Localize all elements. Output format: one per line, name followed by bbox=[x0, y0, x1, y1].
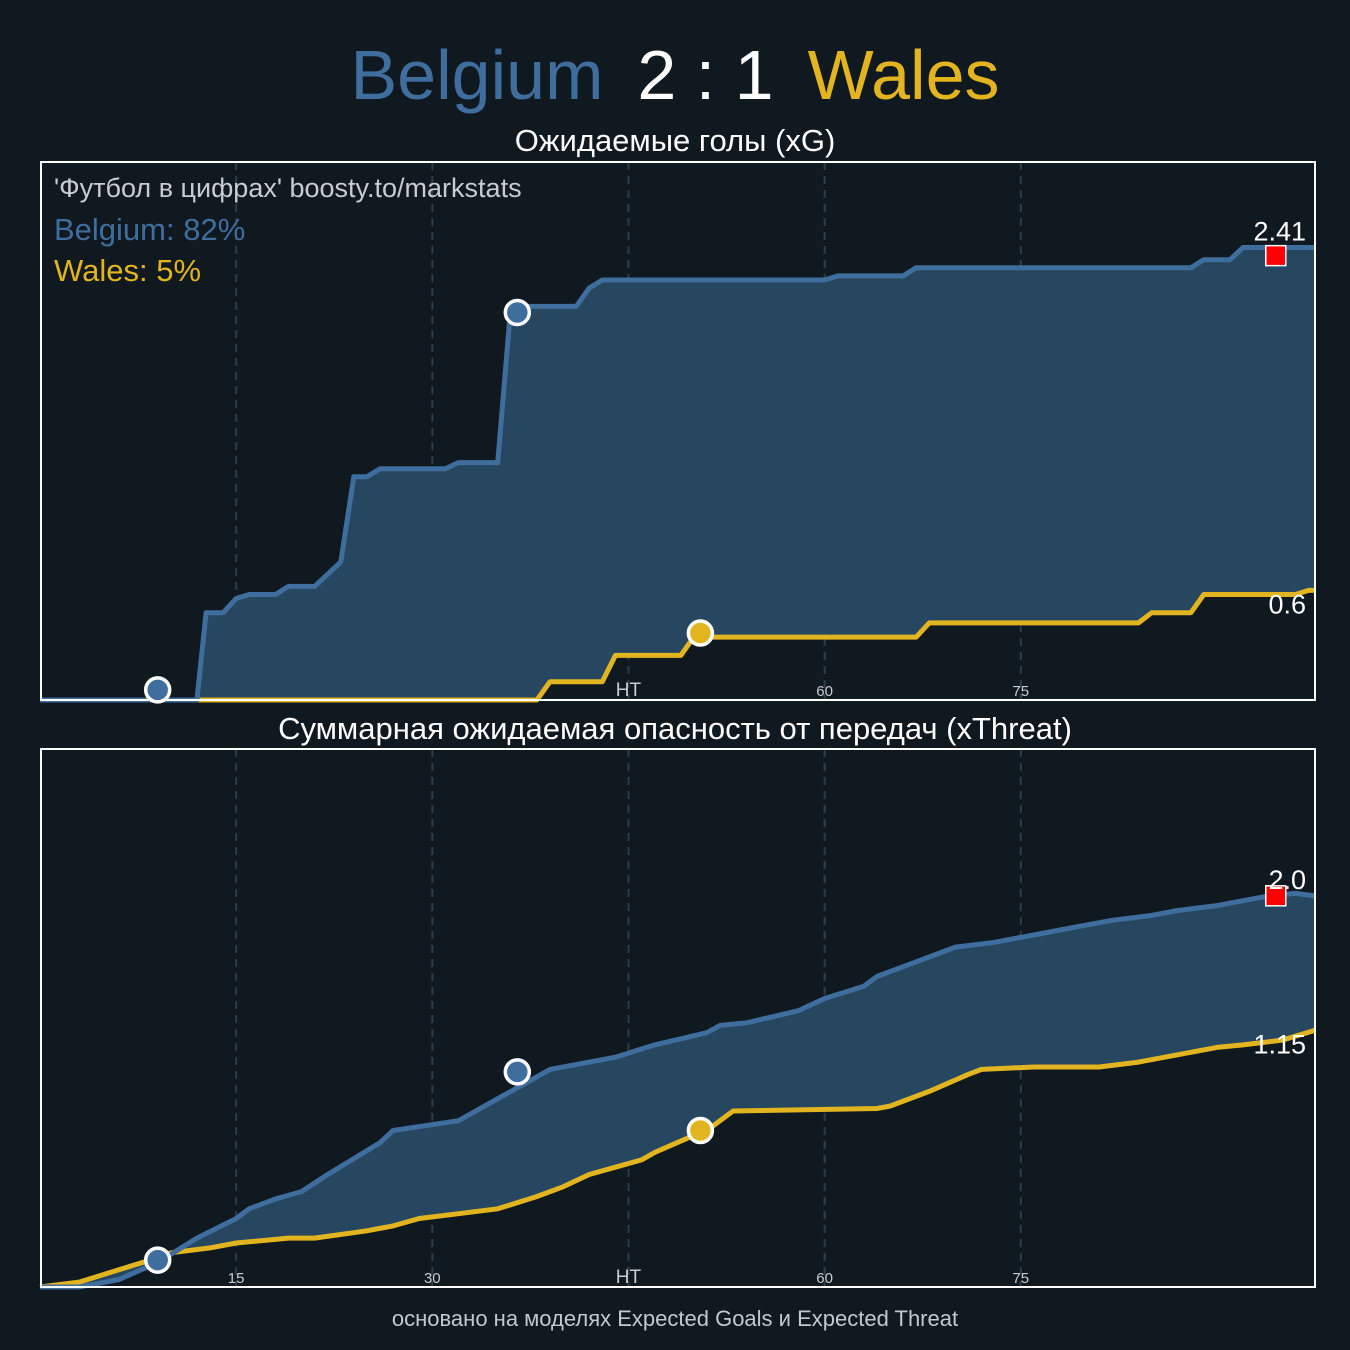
panel2-plot-frame bbox=[40, 748, 1316, 1288]
source-credit: 'Футбол в цифрах' boosty.to/markstats bbox=[54, 173, 522, 203]
panel2-x-tick-label: 15 bbox=[228, 1270, 245, 1287]
panel1-series-line-wales bbox=[40, 587, 1315, 703]
panel2-x-tick-label: 30 bbox=[424, 1270, 441, 1287]
away-team-name: Wales bbox=[807, 36, 1000, 114]
footer-note: основано на моделях Expected Goals и Exp… bbox=[391, 1306, 959, 1331]
panel2-x-tick-label: 75 bbox=[1012, 1270, 1029, 1287]
wales-win-probability: Wales: 5% bbox=[54, 253, 201, 288]
panel1-end-label-belgium: 2.41 bbox=[1253, 217, 1306, 247]
belgium-win-probability: Belgium: 82% bbox=[54, 212, 245, 247]
panel1-max-value-marker bbox=[1265, 244, 1287, 267]
panel1-series-line-belgium bbox=[40, 245, 1315, 703]
panel2-max-value-marker bbox=[1265, 885, 1287, 907]
panel2-series-line-wales bbox=[39, 1027, 1316, 1290]
match-score: 2 : 1 bbox=[637, 36, 774, 114]
home-team-name: Belgium bbox=[350, 36, 604, 114]
panel2-end-label-belgium: 2.0 bbox=[1268, 865, 1306, 895]
panel1-plot-frame bbox=[40, 161, 1316, 701]
panel2-x-tick-label: 60 bbox=[816, 1270, 833, 1287]
panel1-end-label-wales: 0.6 bbox=[1268, 589, 1306, 619]
panel1-x-tick-label: 75 bbox=[1012, 683, 1029, 700]
panel1-chart-title: Ожидаемые голы (xG) bbox=[515, 123, 836, 158]
panel2-goal-marker-belgium bbox=[503, 1058, 532, 1086]
panel2-x-tick-label: HT bbox=[616, 1267, 642, 1288]
panel1-goal-marker-belgium bbox=[143, 676, 172, 704]
panel2-goal-marker-wales bbox=[686, 1116, 715, 1145]
panel2-goal-marker-belgium bbox=[143, 1246, 172, 1274]
match-header: Belgium 2 : 1 Wales bbox=[0, 30, 1350, 120]
panel2-chart-title: Суммарная ожидаемая опасность от передач… bbox=[278, 711, 1072, 746]
panel1-x-tick-label: 60 bbox=[816, 683, 833, 700]
panel2-difference-area bbox=[40, 893, 1315, 1287]
panel1-goal-marker-wales bbox=[686, 619, 715, 647]
panel1-difference-area bbox=[40, 247, 1315, 700]
panel1-goal-marker-belgium bbox=[503, 298, 532, 327]
panel2-end-label-wales: 1.15 bbox=[1253, 1029, 1306, 1059]
panel2-series-line-belgium bbox=[40, 890, 1316, 1290]
panel1-x-tick-label: HT bbox=[616, 680, 642, 701]
